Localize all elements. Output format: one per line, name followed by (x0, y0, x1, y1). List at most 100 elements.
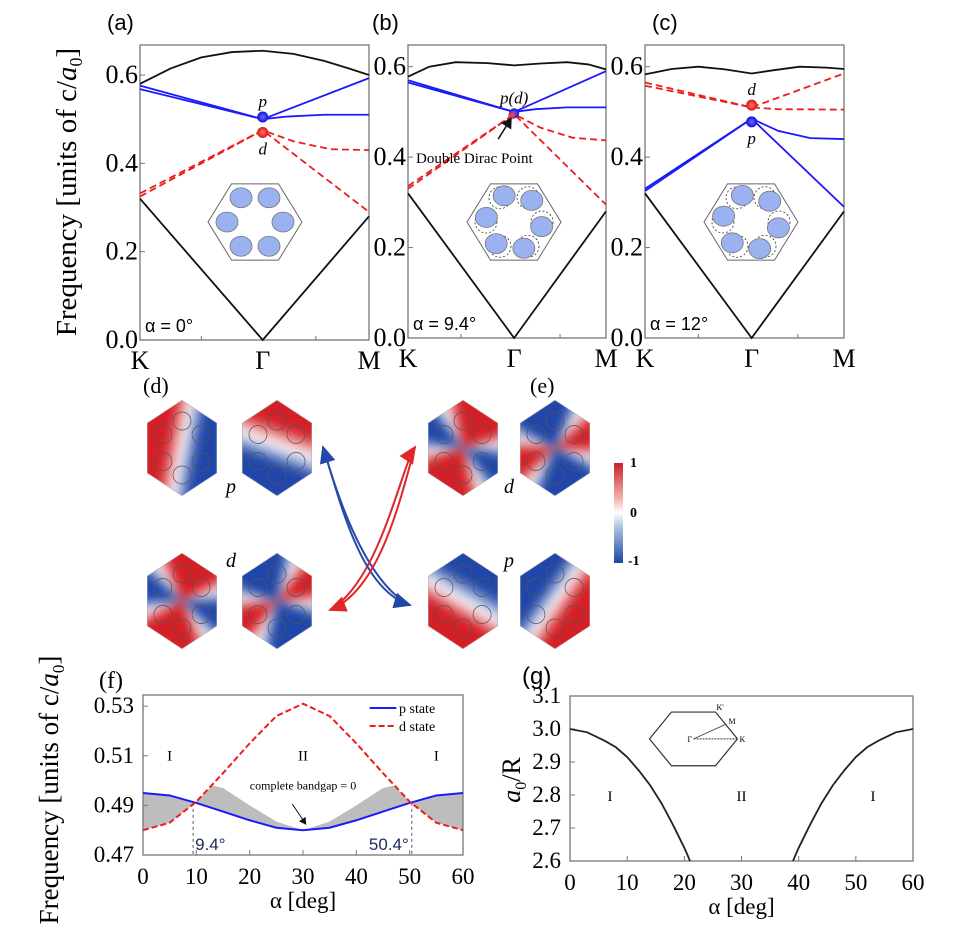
rod-outline (172, 618, 192, 638)
rod-outline (545, 411, 565, 431)
state-marker-p (746, 116, 758, 128)
rod-outline (153, 452, 173, 471)
x-tick-label: 0 (564, 870, 576, 895)
brillouin-zone-hexagon (648, 711, 739, 767)
x-tick-label: 40 (345, 864, 368, 889)
gamma-m-path (693, 723, 727, 740)
dielectric-rod (474, 207, 498, 228)
y-tick-label: 0.47 (94, 842, 134, 867)
region-label: I (434, 749, 439, 765)
arrow-red-down (328, 446, 416, 612)
rod-outline (153, 578, 173, 597)
arrow-blue-down (322, 446, 412, 609)
bandgap-shading (409, 792, 463, 831)
y-tick-label: 0.6 (106, 60, 139, 89)
band-black (407, 61, 607, 78)
panel-label: (f) (99, 668, 123, 694)
x-tick-label: 20 (238, 864, 261, 889)
rod-outline (434, 452, 454, 471)
panel-label: (b) (372, 10, 399, 35)
dielectric-rod (229, 235, 253, 257)
state-label-d-bottom: d (226, 550, 236, 572)
y-tick-label: 2.7 (532, 815, 561, 840)
bandgap-shading (143, 792, 197, 831)
rod-outline (286, 578, 306, 597)
state-marker-d (257, 126, 269, 138)
state-label-e-top: d (504, 476, 514, 498)
field-map-d-d1 (147, 553, 217, 649)
panel-label-e: (e) (530, 373, 555, 398)
rod-outlines (242, 553, 312, 649)
dielectric-rod (229, 187, 253, 209)
legend-p-label: p state (399, 702, 435, 717)
region-label: I (608, 789, 613, 805)
panel-label-d: (d) (143, 373, 169, 398)
rod-outline (434, 605, 454, 624)
alpha-label: α = 9.4° (413, 314, 476, 334)
rod-outline (472, 578, 492, 597)
y-tick-label: 0.4 (611, 142, 644, 171)
state-label: p (257, 92, 267, 111)
rod-outline (267, 564, 287, 584)
state-label: d (747, 80, 756, 99)
rod-outline (564, 578, 584, 597)
original-rod-position (474, 210, 498, 234)
x-tick-label: 10 (185, 864, 208, 889)
plot-frame (569, 695, 914, 862)
dielectric-rod (748, 238, 772, 260)
rod-outlines (520, 553, 590, 649)
colorbar (614, 463, 623, 563)
rod-outline (248, 452, 268, 471)
annotation-arrow (497, 117, 512, 140)
state-label: d (258, 139, 267, 158)
region-label: II (737, 789, 747, 805)
rod-outlines (428, 400, 498, 496)
state-label-d-top: p (226, 476, 236, 498)
rod-outline (191, 605, 211, 624)
x-tick-label: 60 (902, 870, 925, 895)
p-state-line (142, 791, 464, 832)
y-axis-label-g: a0/R (497, 757, 530, 803)
crossing-label: 9.4° (195, 835, 225, 854)
rod-outline (526, 605, 546, 624)
dielectric-rod (257, 187, 281, 209)
band-black (139, 49, 370, 85)
y-tick-label: 2.8 (532, 782, 561, 807)
y-tick-label: 0.2 (374, 233, 407, 262)
rod-outline (545, 618, 565, 638)
rod-outline (267, 411, 287, 431)
rod-outline (286, 425, 306, 444)
rod-outline (526, 452, 546, 471)
d-state-line (142, 702, 464, 832)
rod-outline (564, 452, 584, 471)
original-rod-position (725, 234, 749, 258)
legend-d-label: d state (399, 720, 435, 735)
panel-label: (a) (107, 10, 134, 35)
region-label: I (870, 789, 875, 805)
panel-label: (g) (522, 663, 551, 690)
state-label-e-bottom: p (504, 550, 514, 572)
x-tick-label: 60 (452, 864, 475, 889)
dielectric-rod (215, 211, 239, 233)
phase-boundary (569, 728, 691, 862)
rod-outline (453, 618, 473, 638)
rod-outline (545, 564, 565, 584)
rod-outline (472, 425, 492, 444)
state-label: p (746, 129, 756, 148)
y-tick-label: 0.4 (106, 148, 139, 177)
x-tick-label: K (636, 344, 655, 373)
state-label: p(d) (499, 88, 529, 107)
field-map-d-p2 (242, 400, 312, 496)
x-tick-label: 30 (730, 870, 753, 895)
x-tick-label: M (832, 344, 855, 373)
colorbar-min: -1 (628, 554, 640, 569)
x-tick-label: 20 (673, 870, 696, 895)
band-blue (139, 88, 369, 121)
dielectric-rod (720, 232, 744, 254)
dielectric-rod (484, 233, 508, 255)
y-tick-label: 0.49 (94, 792, 134, 817)
field-map-e-d1 (428, 400, 498, 496)
x-tick-label: 0 (137, 864, 149, 889)
x-tick-label: M (357, 346, 380, 375)
band-red (407, 113, 607, 206)
